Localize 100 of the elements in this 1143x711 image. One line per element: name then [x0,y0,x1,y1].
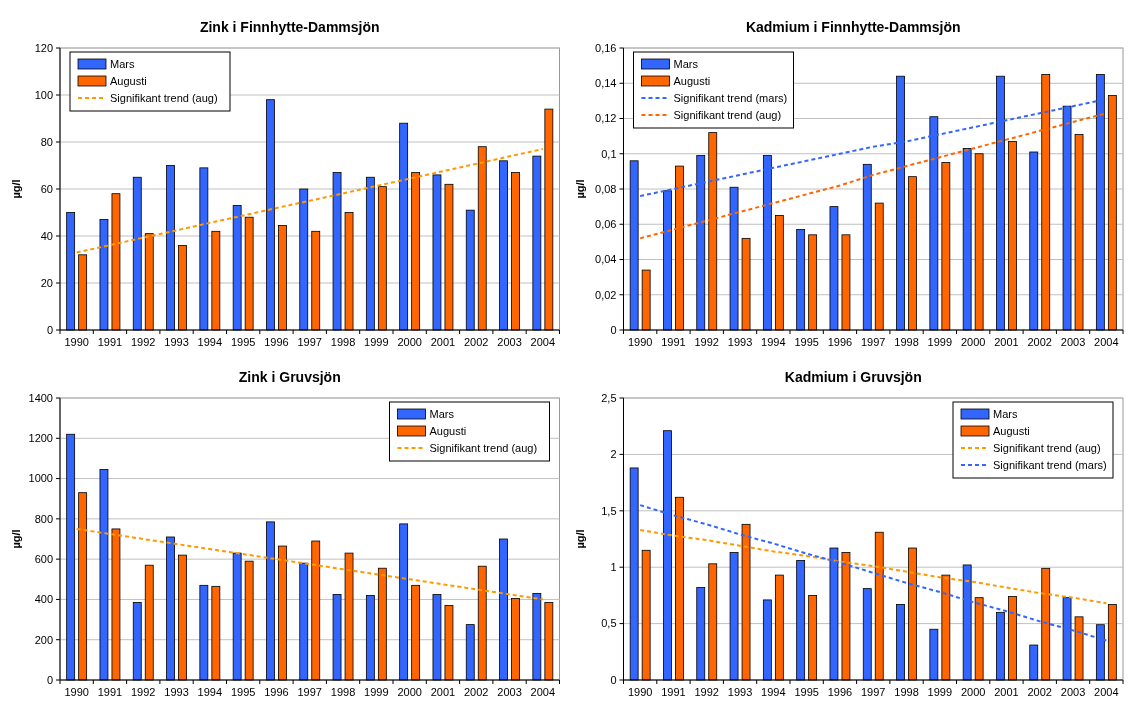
x-tick-label: 2000 [960,336,986,348]
x-tick-label: 1997 [861,686,886,698]
x-tick-label: 2001 [994,336,1019,348]
x-tick-label: 1997 [297,336,322,348]
x-tick-label: 1994 [761,336,786,348]
y-tick-label: 2 [610,448,617,461]
y-tick-label: 1200 [28,432,53,445]
x-tick-label: 2000 [960,686,986,698]
legend-label: Signifikant trend (aug) [110,91,218,104]
x-tick-label: 2000 [397,686,422,698]
line-series [639,528,1108,605]
x-tick-label: 2003 [497,336,522,348]
chart-title: Kadmium i Gruvsjön [784,369,922,385]
x-tick-label: 1991 [661,686,686,698]
x-tick-label: 1994 [197,336,223,348]
chart-title: Zink i Finnhytte-Dammsjön [199,19,380,35]
x-tick-label: 1997 [861,336,886,348]
y-tick-label: 60 [40,182,53,195]
y-tick-label: 40 [40,229,53,242]
x-tick-label: 1991 [97,686,123,698]
legend-label: Augusti [429,424,467,437]
y-tick-label: 1400 [28,391,53,404]
x-tick-label: 1999 [364,686,389,698]
legend-label: Signifikant trend (aug) [673,108,782,121]
x-tick-label: 2004 [530,686,556,698]
y-axis-title: µg/l [10,179,22,199]
x-tick-label: 1991 [661,336,686,348]
legend-label: Augusti [110,74,147,87]
y-tick-label: 120 [34,41,53,54]
y-tick-label: 0,02 [595,288,617,301]
x-tick-label: 1996 [264,686,289,698]
y-tick-label: 0,04 [595,253,617,266]
x-tick-label: 1995 [794,336,819,348]
x-tick-label: 1998 [330,686,356,698]
x-tick-label: 1999 [364,336,389,348]
legend-label: Mars [429,407,455,420]
y-tick-label: 600 [34,552,53,565]
y-tick-label: 0,06 [595,218,617,231]
x-tick-label: 2004 [1094,686,1119,698]
y-tick-label: 2,5 [601,391,617,404]
x-tick-label: 2003 [1060,686,1086,698]
x-tick-label: 2004 [1094,336,1119,348]
x-tick-label: 1996 [264,336,289,348]
line-series [75,148,544,254]
x-tick-label: 1993 [164,336,189,348]
y-tick-label: 1,5 [601,504,617,517]
y-tick-label: 1 [610,561,617,574]
x-tick-label: 2003 [497,686,522,698]
y-tick-label: 0 [610,323,617,336]
x-tick-label: 1991 [97,336,123,348]
x-tick-label: 1999 [927,336,953,348]
x-tick-label: 1995 [230,686,256,698]
x-tick-label: 2002 [464,336,489,348]
y-tick-label: 100 [34,88,53,101]
y-axis-title: µg/l [10,529,22,549]
legend-label: Signifikant trend (mars) [993,458,1107,471]
x-tick-label: 1997 [297,686,322,698]
y-tick-label: 0 [610,673,617,686]
x-tick-label: 1992 [694,686,719,698]
y-tick-label: 400 [34,593,53,606]
x-tick-label: 1999 [927,686,953,698]
y-tick-label: 0 [46,673,53,686]
y-tick-label: 80 [40,135,53,148]
legend-label: Mars [993,407,1018,420]
x-tick-label: 1995 [794,686,819,698]
x-tick-label: 1990 [627,336,653,348]
x-tick-label: 1990 [627,686,653,698]
x-tick-label: 1994 [761,686,786,698]
x-tick-label: 1993 [727,336,753,348]
x-tick-label: 1998 [330,336,356,348]
y-tick-label: 800 [34,512,53,525]
x-tick-label: 1990 [64,336,89,348]
chart-title: Kadmium i Finnhytte-Dammsjön [745,19,961,35]
x-tick-label: 2001 [430,686,456,698]
legend-label: Signifikant trend (mars) [673,91,788,104]
legend-label: Mars [110,57,135,70]
y-tick-label: 0,12 [595,112,617,125]
x-tick-label: 2001 [430,336,456,348]
x-tick-label: 1995 [230,336,256,348]
legend-label: Mars [673,57,699,70]
x-tick-label: 1992 [131,686,156,698]
y-tick-label: 0,14 [595,77,617,90]
y-tick-label: 0,5 [601,617,617,630]
x-tick-label: 2003 [1060,336,1086,348]
x-tick-label: 2004 [530,336,556,348]
x-tick-label: 2002 [1027,336,1052,348]
x-tick-label: 1996 [827,686,853,698]
y-tick-label: 200 [34,633,53,646]
x-tick-label: 1992 [131,336,156,348]
x-tick-label: 1992 [694,336,719,348]
chart-title: Zink i Gruvsjön [238,369,341,385]
x-tick-label: 1998 [894,686,919,698]
x-tick-label: 1994 [197,686,223,698]
x-tick-label: 1993 [727,686,753,698]
y-tick-label: 0,16 [595,41,617,54]
x-tick-label: 2002 [1027,686,1052,698]
x-tick-label: 2002 [464,686,489,698]
y-axis-title: µg/l [573,179,586,199]
x-tick-label: 1998 [894,336,919,348]
y-tick-label: 20 [40,276,53,289]
